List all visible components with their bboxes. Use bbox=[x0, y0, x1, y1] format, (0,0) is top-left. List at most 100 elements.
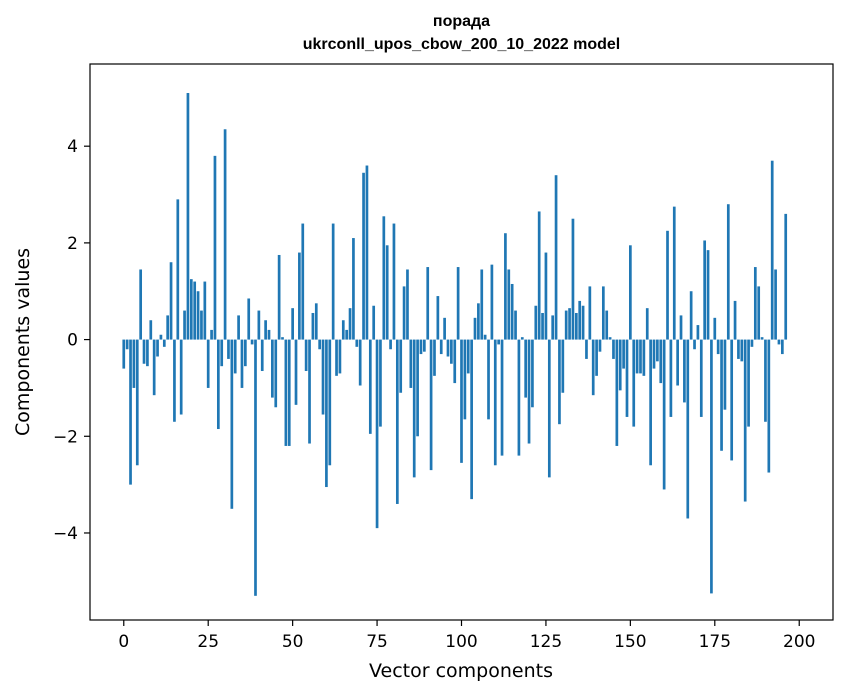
bar-195 bbox=[780, 339, 784, 355]
y-tick-label: 2 bbox=[67, 234, 78, 254]
y-tick-label: −2 bbox=[53, 427, 78, 447]
bar-77 bbox=[382, 216, 386, 340]
bar-27 bbox=[213, 155, 217, 340]
bar-109 bbox=[490, 264, 494, 340]
bar-186 bbox=[750, 339, 754, 347]
bar-143 bbox=[605, 310, 609, 340]
bar-48 bbox=[284, 339, 288, 446]
bar-175 bbox=[713, 317, 717, 340]
bar-183 bbox=[740, 339, 744, 362]
bar-73 bbox=[368, 339, 372, 434]
bar-70 bbox=[358, 339, 362, 386]
bar-110 bbox=[493, 339, 497, 466]
bar-75 bbox=[375, 339, 379, 529]
bar-94 bbox=[439, 339, 443, 355]
bar-91 bbox=[429, 339, 433, 471]
bar-10 bbox=[156, 339, 159, 357]
bar-137 bbox=[585, 339, 588, 359]
bar-35 bbox=[240, 339, 244, 388]
x-tick-label: 75 bbox=[366, 632, 388, 652]
bar-57 bbox=[314, 303, 318, 340]
bar-43 bbox=[267, 329, 271, 340]
bar-170 bbox=[696, 325, 700, 340]
bar-32 bbox=[230, 339, 234, 509]
bar-60 bbox=[325, 339, 328, 488]
bar-25 bbox=[206, 339, 210, 388]
bar-87 bbox=[416, 339, 419, 437]
bar-89 bbox=[423, 339, 426, 352]
chart-subtitle: ukrconll_upos_cbow_200_10_2022 model bbox=[302, 36, 621, 53]
bar-140 bbox=[595, 339, 598, 376]
chart-title: порада bbox=[432, 13, 491, 30]
bar-71 bbox=[362, 172, 365, 340]
bar-76 bbox=[379, 339, 382, 427]
bar-100 bbox=[460, 339, 463, 463]
bar-124 bbox=[541, 312, 544, 340]
bar-102 bbox=[466, 339, 470, 374]
bar-196 bbox=[784, 213, 788, 340]
x-tick-label: 25 bbox=[197, 632, 219, 652]
bar-194 bbox=[777, 339, 781, 345]
bar-146 bbox=[615, 339, 619, 446]
bar-14 bbox=[169, 262, 173, 340]
bar-31 bbox=[227, 339, 230, 359]
bar-151 bbox=[632, 339, 636, 427]
bar-176 bbox=[716, 339, 720, 355]
bar-28 bbox=[216, 339, 220, 430]
x-tick-label: 125 bbox=[530, 632, 562, 652]
bar-156 bbox=[649, 339, 652, 466]
bar-161 bbox=[666, 230, 669, 340]
bar-67 bbox=[348, 308, 352, 340]
bar-13 bbox=[166, 315, 170, 340]
bar-22 bbox=[196, 291, 200, 340]
bar-68 bbox=[352, 238, 355, 340]
bar-65 bbox=[341, 320, 345, 340]
bar-115 bbox=[510, 283, 514, 340]
bar-103 bbox=[470, 339, 473, 500]
bar-79 bbox=[389, 339, 392, 350]
bar-93 bbox=[436, 296, 440, 340]
bar-30 bbox=[223, 129, 227, 340]
bar-78 bbox=[385, 245, 389, 340]
bar-121 bbox=[531, 339, 534, 408]
bar-181 bbox=[733, 300, 737, 340]
bar-49 bbox=[287, 339, 291, 446]
bar-18 bbox=[183, 310, 186, 340]
bar-129 bbox=[558, 339, 561, 425]
bar-20 bbox=[189, 279, 193, 340]
bar-56 bbox=[311, 312, 315, 340]
bar-101 bbox=[463, 339, 467, 420]
bar-84 bbox=[406, 269, 409, 340]
bar-105 bbox=[477, 303, 480, 340]
bar-166 bbox=[683, 339, 686, 403]
bar-8 bbox=[149, 320, 153, 340]
bar-141 bbox=[598, 339, 602, 352]
bar-178 bbox=[723, 339, 727, 410]
x-tick-label: 0 bbox=[118, 632, 129, 652]
bar-135 bbox=[578, 300, 582, 340]
bar-42 bbox=[264, 320, 267, 340]
bar-154 bbox=[642, 339, 646, 376]
bar-133 bbox=[571, 218, 575, 340]
bar-6 bbox=[142, 339, 146, 364]
bar-157 bbox=[652, 339, 656, 369]
bar-90 bbox=[426, 267, 430, 340]
bar-174 bbox=[710, 339, 713, 594]
bar-130 bbox=[561, 339, 565, 393]
bar-128 bbox=[554, 175, 558, 340]
bar-98 bbox=[453, 339, 457, 384]
bar-64 bbox=[338, 339, 342, 374]
bar-26 bbox=[210, 329, 213, 340]
bar-168 bbox=[689, 291, 693, 340]
bar-97 bbox=[450, 339, 453, 364]
bar-99 bbox=[456, 267, 460, 340]
bar-39 bbox=[254, 339, 257, 596]
bar-53 bbox=[301, 223, 305, 340]
bar-61 bbox=[328, 339, 332, 466]
bar-152 bbox=[635, 339, 639, 374]
bar-185 bbox=[747, 339, 750, 427]
bar-126 bbox=[547, 339, 551, 478]
bar-29 bbox=[220, 339, 224, 367]
bar-191 bbox=[767, 339, 771, 473]
